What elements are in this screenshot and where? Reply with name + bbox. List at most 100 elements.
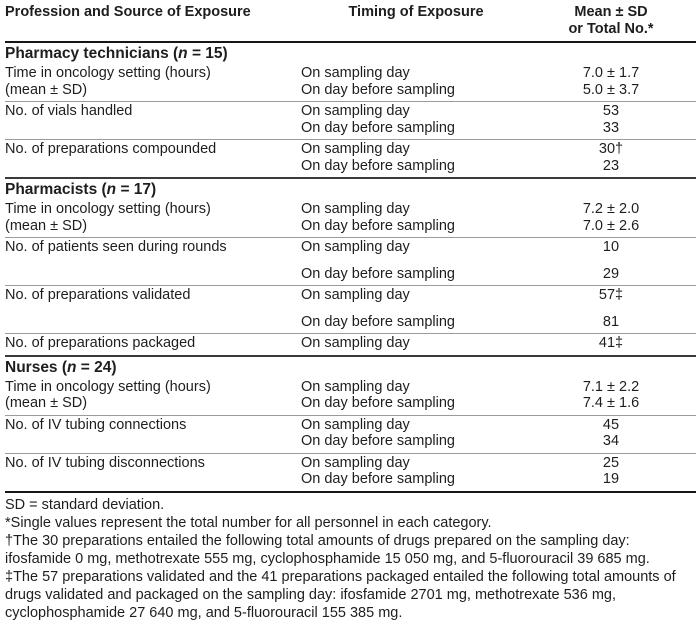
row-label-line: No. of IV tubing connections [5, 416, 187, 433]
section-header-pharmacists: Pharmacists (n = 17) [5, 179, 696, 200]
table-row: No. of preparations compounded On sampli… [5, 140, 696, 177]
timing-line: On day before sampling [301, 471, 455, 487]
footnote-dagger: †The 30 preparations entailed the follow… [5, 532, 650, 567]
timing-line: On day before sampling [301, 217, 455, 234]
value-cell: 7.2 ± 2.0 7.0 ± 2.6 [531, 201, 691, 234]
table-row: No. of IV tubing disconnections On sampl… [5, 454, 696, 491]
timing-line: On day before sampling [301, 265, 455, 282]
row-label-line: Time in oncology setting (hours) [5, 65, 211, 81]
section-title-text: = 24) [76, 358, 117, 376]
timing-cell: On sampling day On day before sampling [301, 141, 531, 174]
value-cell: 41‡ [531, 335, 691, 352]
value-cell: 7.0 ± 1.7 5.0 ± 3.7 [531, 65, 691, 98]
col-header-mean-line1: Mean ± SD [574, 4, 648, 20]
divider-row [5, 101, 696, 102]
section-title-n: n [67, 358, 77, 376]
timing-line: On day before sampling [301, 119, 455, 136]
col-header-profession: Profession and Source of Exposure [5, 4, 251, 20]
value-line: 29 [602, 265, 620, 282]
timing-line: On sampling day [301, 141, 410, 157]
section-title-text: Pharmacy technicians ( [5, 45, 179, 62]
timing-line: On day before sampling [301, 395, 455, 411]
timing-line: On sampling day [301, 65, 410, 81]
timing-cell: On sampling day On day before sampling [301, 103, 531, 136]
timing-cell: On sampling day On day before sampling [301, 201, 531, 234]
value-line: 57‡ [598, 287, 624, 303]
table-row: No. of preparations packaged On sampling… [5, 334, 696, 355]
section-header-pharmacy-technicians: Pharmacy technicians (n = 15) [5, 43, 696, 64]
divider-header [5, 41, 696, 43]
timing-line: On sampling day [301, 335, 410, 351]
row-label-line: No. of preparations validated [5, 287, 191, 303]
table-row: No. of IV tubing connections On sampling… [5, 416, 696, 453]
value-cell: 25 19 [531, 455, 691, 488]
row-label-line: (mean ± SD) [5, 395, 88, 411]
section-title-n: n [106, 181, 117, 198]
timing-cell: On sampling day [301, 335, 531, 352]
table-row: No. of preparations validated On samplin… [5, 286, 696, 333]
value-line: 7.0 ± 1.7 [582, 65, 640, 81]
row-label-line: No. of vials handled [5, 103, 133, 119]
value-line: 23 [602, 157, 620, 174]
value-cell: 30† 23 [531, 141, 691, 174]
row-label-line: (mean ± SD) [5, 81, 88, 98]
col-header-mean-line2: or Total No.* [568, 21, 654, 37]
divider-row [5, 414, 696, 416]
row-label: Time in oncology setting (hours) (mean ±… [5, 201, 301, 234]
divider-row [5, 452, 696, 454]
value-line: 45 [602, 416, 620, 433]
divider-row [5, 237, 696, 238]
timing-line: On sampling day [301, 287, 410, 303]
timing-cell: On sampling day On day before sampling [301, 239, 531, 282]
timing-line: On sampling day [301, 239, 410, 255]
value-line: 19 [602, 471, 620, 487]
row-label: No. of preparations compounded [5, 141, 301, 174]
row-label: No. of preparations packaged [5, 335, 301, 352]
timing-line: On sampling day [301, 454, 410, 471]
row-label-line: Time in oncology setting (hours) [5, 201, 211, 217]
footnote-sd: SD = standard deviation. [5, 496, 165, 513]
table-row: Time in oncology setting (hours) (mean ±… [5, 64, 696, 101]
timing-cell: On sampling day On day before sampling [301, 417, 531, 450]
value-cell: 53 33 [531, 103, 691, 136]
divider-row [5, 333, 696, 334]
value-cell: 57‡ 81 [531, 287, 691, 330]
row-label-line: No. of preparations compounded [5, 141, 217, 157]
col-header-mean: Mean ± SD or Total No.* [531, 4, 691, 38]
value-line: 81 [602, 313, 620, 330]
section-title-text: Pharmacists ( [5, 181, 107, 198]
divider-row [5, 285, 696, 286]
row-label-line: (mean ± SD) [5, 217, 88, 234]
divider-footnotes [5, 490, 696, 493]
footnote-asterisk: *Single values represent the total numbe… [5, 514, 492, 531]
row-label: Time in oncology setting (hours) (mean ±… [5, 65, 301, 98]
timing-line: On sampling day [301, 416, 410, 433]
value-cell: 10 29 [531, 239, 691, 282]
timing-line: On sampling day [301, 378, 410, 395]
table-header-row: Profession and Source of Exposure Timing… [5, 3, 696, 41]
value-line: 25 [602, 454, 620, 471]
table-row: No. of patients seen during rounds On sa… [5, 238, 696, 285]
row-label-line: No. of preparations packaged [5, 335, 196, 351]
divider-section [5, 354, 696, 357]
row-label: No. of IV tubing disconnections [5, 455, 301, 488]
timing-cell: On sampling day On day before sampling [301, 65, 531, 98]
section-title-n: n [178, 45, 188, 62]
section-title-text: Nurses ( [5, 358, 68, 376]
value-line: 41‡ [598, 335, 624, 351]
row-label: No. of IV tubing connections [5, 417, 301, 450]
value-line: 7.1 ± 2.2 [582, 378, 640, 395]
table-row: No. of vials handled On sampling day On … [5, 102, 696, 139]
section-title-text: = 17) [116, 181, 157, 198]
section-header-nurses: Nurses (n = 24) [5, 357, 696, 378]
timing-line: On sampling day [301, 201, 410, 217]
value-line: 34 [602, 433, 620, 449]
timing-line: On day before sampling [301, 81, 455, 98]
row-label: No. of patients seen during rounds [5, 239, 301, 282]
table-footnotes: SD = standard deviation. *Single values … [5, 493, 696, 628]
table-row: Time in oncology setting (hours) (mean ±… [5, 378, 696, 415]
timing-line: On day before sampling [301, 157, 455, 174]
row-label-line: Time in oncology setting (hours) [5, 378, 211, 395]
timing-cell: On sampling day On day before sampling [301, 287, 531, 330]
